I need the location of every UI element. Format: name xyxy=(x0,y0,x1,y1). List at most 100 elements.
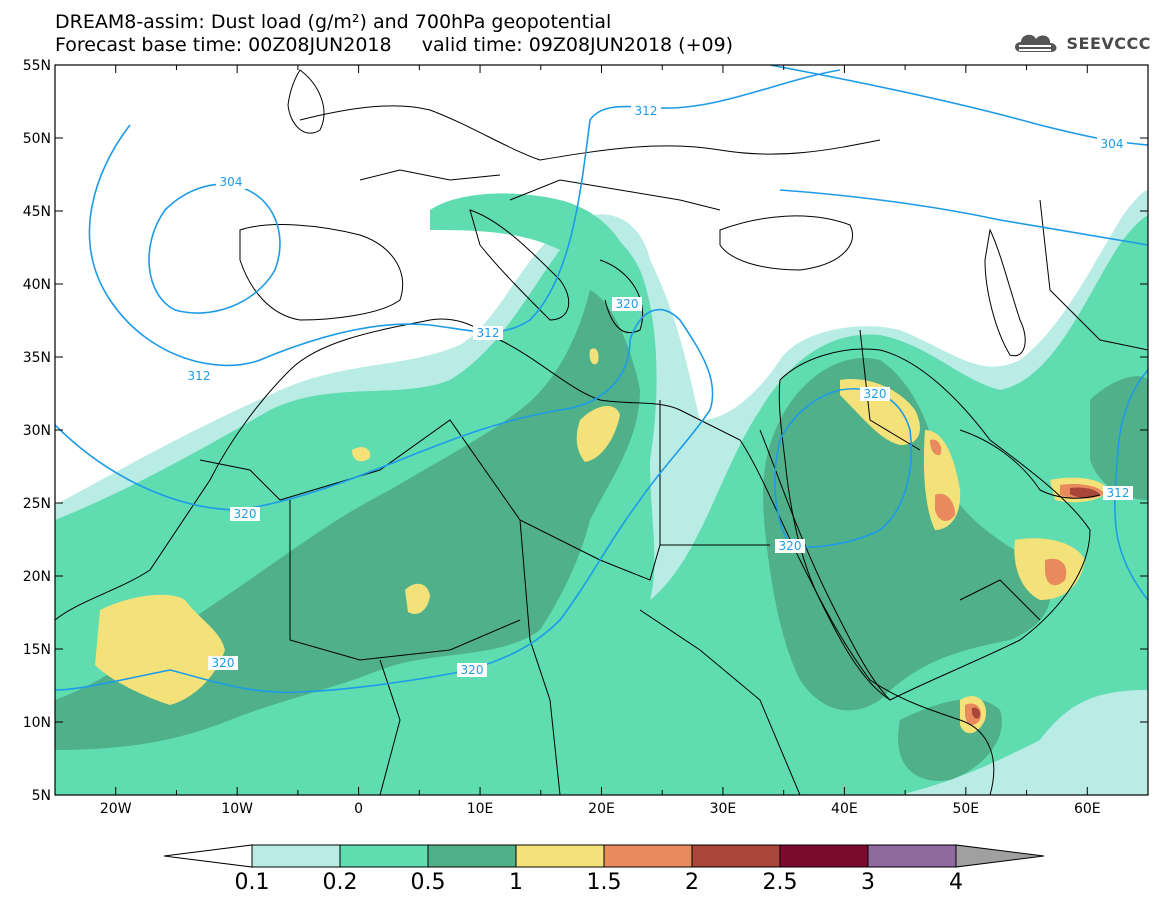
border-13 xyxy=(359,169,501,181)
contour-label: 312 xyxy=(631,104,661,118)
dust-band-yellow-9 xyxy=(589,348,599,365)
svg-text:320: 320 xyxy=(212,656,235,670)
contour-label: 304 xyxy=(216,175,246,189)
lat-tick-label: 25N xyxy=(23,496,51,512)
svg-text:312: 312 xyxy=(188,369,211,383)
border-12 xyxy=(509,179,721,211)
border-9 xyxy=(639,609,801,795)
seevccc-logo: SEEVCCC xyxy=(1011,28,1152,58)
colorbar-label: 1.5 xyxy=(587,870,622,895)
lon-tick-label: 20W xyxy=(100,801,132,817)
colorbar-label: 0.5 xyxy=(411,870,446,895)
border-3 xyxy=(519,519,561,795)
svg-text:304: 304 xyxy=(1101,137,1124,151)
lat-tick-label: 5N xyxy=(32,788,51,804)
dust-band-yellow-4 xyxy=(352,447,371,462)
dust-band-medium-north xyxy=(430,193,640,292)
contour-304-west xyxy=(148,183,281,314)
lon-tick-label: 30E xyxy=(710,801,737,817)
dust-band-orange-5 xyxy=(930,439,942,456)
dust-band-orange-2 xyxy=(1045,558,1067,586)
colorbar-label: 1 xyxy=(509,870,523,895)
contour-labels: 304 312 304 312 312 320 320 320 320 320 … xyxy=(184,104,1133,677)
svg-text:320: 320 xyxy=(616,297,639,311)
lon-tick-label: 10W xyxy=(221,801,253,817)
lon-tick-label: 20E xyxy=(588,801,615,817)
iberia-coast xyxy=(239,224,404,321)
contour-304-east xyxy=(769,65,1148,146)
dust-band-orange-1 xyxy=(935,493,955,522)
contour-320-main xyxy=(55,308,714,694)
dust-band-yellow-3 xyxy=(576,405,620,462)
map-axes: 20W 10W 0 10E 20E 30E 40E 50E 60E 55N 50N 45N 40N 35N… xyxy=(23,58,1149,817)
border-5 xyxy=(599,544,661,581)
arabia-coast xyxy=(778,348,1091,701)
svg-text:312: 312 xyxy=(1107,486,1130,500)
colorbar: 0.1 0.2 0.5 1 1.5 2 2.5 3 4 xyxy=(163,844,1045,895)
colorbar-label: 0.1 xyxy=(235,870,270,895)
colorbar-label: 2.5 xyxy=(763,870,798,895)
contour-312-east xyxy=(779,189,1148,246)
contour-label: 320 xyxy=(457,663,487,677)
colorbar-swatch xyxy=(427,844,517,868)
map-title: DREAM8-assim: Dust load (g/m²) and 700hP… xyxy=(55,11,612,33)
svg-text:320: 320 xyxy=(779,539,802,553)
colorbar-swatch xyxy=(603,844,693,868)
red-sea xyxy=(759,429,891,701)
svg-text:320: 320 xyxy=(461,663,484,677)
contour-label: 312 xyxy=(473,326,503,340)
persian-gulf xyxy=(959,429,1101,499)
svg-text:304: 304 xyxy=(220,175,243,189)
dust-band-yellow-1 xyxy=(95,594,225,705)
lon-tick-label: 0 xyxy=(354,801,363,817)
lon-tick-label: 60E xyxy=(1074,801,1101,817)
lat-tick-label: 30N xyxy=(23,423,51,439)
border-8 xyxy=(199,459,281,501)
contour-label: 312 xyxy=(184,369,214,383)
colorbar-swatch xyxy=(779,844,869,868)
contour-label: 320 xyxy=(860,387,890,401)
colorbar-swatch xyxy=(515,844,605,868)
dust-band-yellow-2 xyxy=(405,583,430,615)
colorbar-swatch xyxy=(691,844,781,868)
border-6 xyxy=(859,329,921,451)
svg-text:312: 312 xyxy=(477,326,500,340)
uk-coast xyxy=(287,69,325,134)
dust-band-dense-east xyxy=(763,358,1051,711)
contour-label: 304 xyxy=(1097,137,1127,151)
dust-fields xyxy=(55,190,1148,795)
logo-text: SEEVCCC xyxy=(1066,33,1151,53)
africa-coast xyxy=(55,318,995,795)
contour-label: 320 xyxy=(612,297,642,311)
border-10 xyxy=(1039,199,1148,351)
colorbar-swatch xyxy=(339,844,429,868)
border-7 xyxy=(379,659,401,795)
lon-tick-label: 40E xyxy=(831,801,858,817)
dust-band-red-2 xyxy=(971,707,981,719)
greece-coast xyxy=(599,259,644,334)
lat-tick-label: 10N xyxy=(23,715,51,731)
black-sea-coast xyxy=(719,215,853,271)
border-11 xyxy=(959,579,1041,621)
lon-tick-label: 10E xyxy=(467,801,494,817)
colorbar-under-triangle xyxy=(163,844,253,868)
colorbar-label: 4 xyxy=(949,870,963,895)
lat-tick-label: 20N xyxy=(23,569,51,585)
lat-tick-label: 35N xyxy=(23,350,51,366)
italy-coast xyxy=(469,209,570,321)
svg-text:320: 320 xyxy=(234,507,257,521)
svg-text:320: 320 xyxy=(864,387,887,401)
dust-band-red xyxy=(1070,487,1100,498)
contour-label: 320 xyxy=(775,539,805,553)
contour-320-east xyxy=(774,388,913,548)
contour-label: 312 xyxy=(1103,486,1133,500)
colorbar-swatch xyxy=(251,844,341,868)
lat-tick-label: 55N xyxy=(23,58,51,74)
colorbar-label: 0.2 xyxy=(323,870,358,895)
contour-label: 320 xyxy=(230,507,260,521)
colorbar-label: 2 xyxy=(685,870,699,895)
border-2 xyxy=(289,500,521,661)
lat-tick-label: 40N xyxy=(23,277,51,293)
contour-label: 320 xyxy=(208,656,238,670)
